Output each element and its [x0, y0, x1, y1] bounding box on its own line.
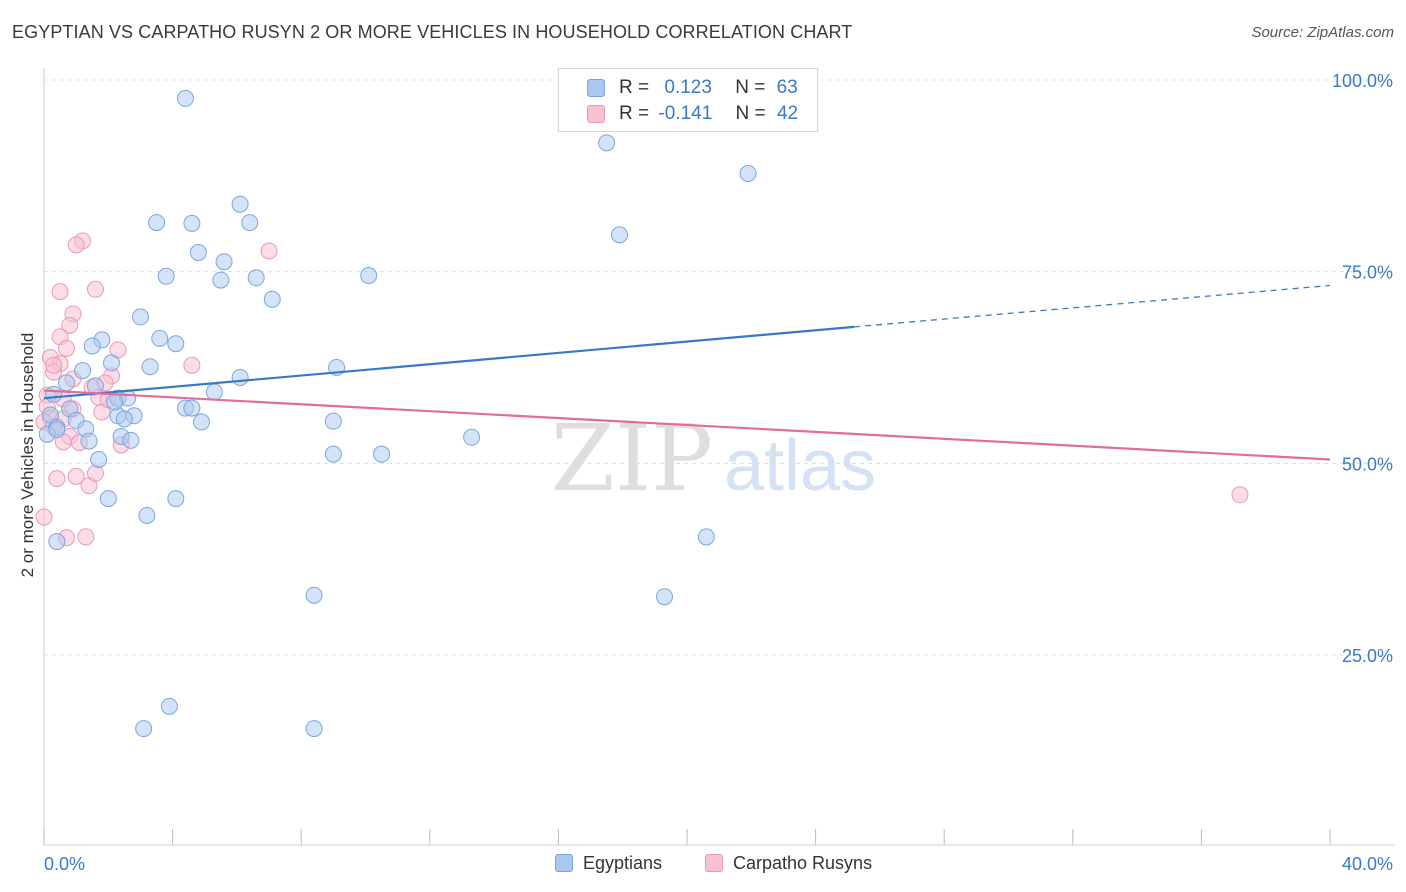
point-egyptians: [135, 720, 153, 738]
point-egyptians: [231, 195, 249, 213]
legend-r-label: R =: [619, 103, 650, 124]
y-axis-label: 2 or more Vehicles in Household: [18, 332, 37, 578]
x-tick-label-min: 0.0%: [44, 854, 85, 874]
x-tick-label-max: 40.0%: [1342, 854, 1393, 874]
legend-r-label: R =: [619, 77, 650, 98]
point-egyptians: [167, 490, 185, 508]
point-egyptians: [183, 214, 201, 232]
point-carpatho-rusyns: [260, 242, 278, 260]
point-egyptians: [131, 308, 149, 326]
point-egyptians: [58, 374, 76, 392]
point-carpatho-rusyns: [51, 283, 69, 301]
legend-n-value: 42: [776, 103, 799, 124]
point-egyptians: [655, 588, 673, 606]
point-egyptians: [241, 214, 259, 232]
point-egyptians: [176, 89, 194, 107]
point-egyptians: [215, 253, 233, 271]
point-egyptians: [90, 451, 108, 468]
point-egyptians: [183, 399, 201, 417]
point-egyptians: [212, 271, 230, 289]
point-carpatho-rusyns: [61, 316, 79, 334]
point-egyptians: [138, 506, 156, 524]
chart-title: EGYPTIAN VS CARPATHO RUSYN 2 OR MORE VEH…: [12, 22, 853, 42]
point-egyptians: [157, 267, 175, 285]
point-egyptians: [83, 337, 101, 355]
legend-row-egyptians: R = 0.123 N = 63: [559, 75, 817, 101]
legend-n-value: 63: [776, 77, 798, 98]
point-egyptians: [305, 586, 323, 604]
point-egyptians: [80, 432, 98, 450]
bottom-legend: Egyptians Carpatho Rusyns: [0, 851, 1406, 879]
point-egyptians: [193, 413, 211, 431]
point-egyptians: [160, 697, 178, 715]
point-egyptians: [305, 720, 323, 738]
legend-swatch-pink: [587, 105, 605, 123]
point-carpatho-rusyns: [1231, 486, 1249, 504]
point-egyptians: [167, 335, 185, 353]
legend-n-label: N =: [735, 103, 766, 124]
point-egyptians: [48, 533, 66, 551]
bottom-legend-carpatho-rusyns[interactable]: Carpatho Rusyns: [705, 853, 872, 874]
legend-r-value: 0.123: [664, 77, 712, 98]
point-egyptians: [598, 134, 616, 152]
point-egyptians: [115, 410, 133, 428]
point-egyptians: [739, 165, 757, 183]
point-carpatho-rusyns: [35, 508, 53, 526]
egyptians-label: Egyptians: [583, 853, 663, 873]
point-carpatho-rusyns: [77, 528, 95, 546]
point-egyptians: [247, 269, 265, 287]
y-tick-label: 50.0%: [1342, 454, 1393, 474]
point-egyptians: [263, 290, 281, 308]
point-egyptians: [122, 431, 140, 449]
point-egyptians: [48, 421, 66, 439]
point-egyptians: [697, 528, 715, 546]
point-carpatho-rusyns: [58, 339, 76, 357]
legend-n-label: N =: [735, 77, 766, 98]
source-label: Source: ZipAtlas.com: [1251, 24, 1394, 41]
legend-swatch-blue: [587, 79, 605, 97]
point-egyptians: [45, 385, 63, 403]
point-carpatho-rusyns: [45, 356, 63, 374]
legend-r-value: -0.141: [658, 103, 713, 124]
point-egyptians: [106, 393, 124, 411]
y-tick-label: 75.0%: [1342, 263, 1393, 283]
y-tick-label: 100.0%: [1332, 71, 1393, 91]
point-egyptians: [86, 377, 104, 395]
point-egyptians: [141, 358, 159, 376]
point-carpatho-rusyns: [183, 356, 201, 374]
point-egyptians: [103, 354, 121, 372]
point-carpatho-rusyns: [67, 467, 85, 485]
y-tick-label: 25.0%: [1342, 646, 1393, 666]
trendline-egyptians-projection: [854, 284, 1331, 328]
point-egyptians: [231, 368, 249, 386]
point-egyptians: [205, 383, 223, 401]
point-carpatho-rusyns: [67, 236, 85, 254]
legend: R = 0.123 N = 63 R = -0.141 N = 42: [558, 68, 818, 132]
carpatho-rusyns-swatch: [705, 854, 723, 872]
point-egyptians: [463, 428, 481, 446]
point-egyptians: [324, 412, 342, 430]
point-carpatho-rusyns: [48, 470, 66, 488]
point-egyptians: [99, 490, 117, 508]
watermark-atlas: atlas: [724, 426, 876, 506]
point-egyptians: [189, 244, 207, 261]
trendline-egyptians: [43, 325, 855, 400]
carpatho-rusyns-label: Carpatho Rusyns: [733, 853, 873, 873]
point-egyptians: [360, 267, 378, 284]
point-carpatho-rusyns: [86, 280, 104, 298]
point-egyptians: [148, 214, 166, 232]
egyptians-swatch: [555, 854, 573, 872]
point-egyptians: [373, 445, 391, 463]
trendline-carpatho-rusyns: [43, 389, 1331, 461]
point-egyptians: [324, 445, 342, 463]
point-egyptians: [610, 226, 628, 244]
point-carpatho-rusyns: [86, 464, 104, 482]
bottom-legend-egyptians[interactable]: Egyptians: [555, 853, 662, 874]
legend-row-carpatho-rusyns: R = -0.141 N = 42: [559, 101, 817, 127]
point-egyptians: [151, 329, 169, 347]
point-egyptians: [74, 362, 92, 380]
